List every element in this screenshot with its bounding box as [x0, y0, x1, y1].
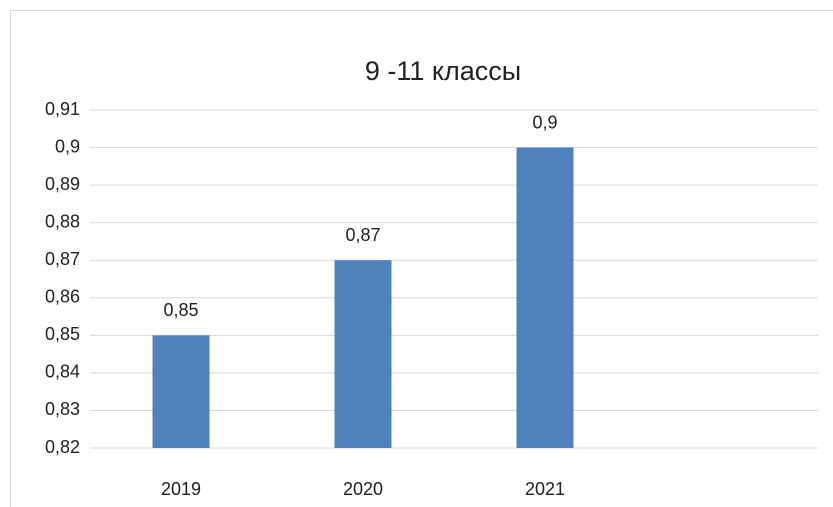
chart-title: 9 -11 классы [365, 56, 521, 86]
data-label: 0,87 [345, 225, 380, 245]
y-tick-label: 0,83 [45, 399, 80, 419]
y-tick-label: 0,9 [55, 136, 80, 156]
y-tick-label: 0,84 [45, 362, 80, 382]
x-tick-label: 2021 [525, 479, 565, 499]
data-label: 0,85 [163, 300, 198, 320]
x-tick-label: 2020 [343, 479, 383, 499]
y-tick-label: 0,88 [45, 211, 80, 231]
bar [516, 147, 574, 449]
y-tick-label: 0,82 [45, 437, 80, 457]
y-tick-label: 0,91 [45, 99, 80, 119]
bar [152, 335, 210, 448]
y-tick-label: 0,85 [45, 324, 80, 344]
bar [334, 260, 392, 448]
x-tick-label: 2019 [161, 479, 201, 499]
chart-frame [10, 10, 833, 507]
data-label: 0,9 [532, 112, 557, 132]
y-tick-label: 0,87 [45, 249, 80, 269]
y-tick-label: 0,89 [45, 174, 80, 194]
y-tick-label: 0,86 [45, 287, 80, 307]
